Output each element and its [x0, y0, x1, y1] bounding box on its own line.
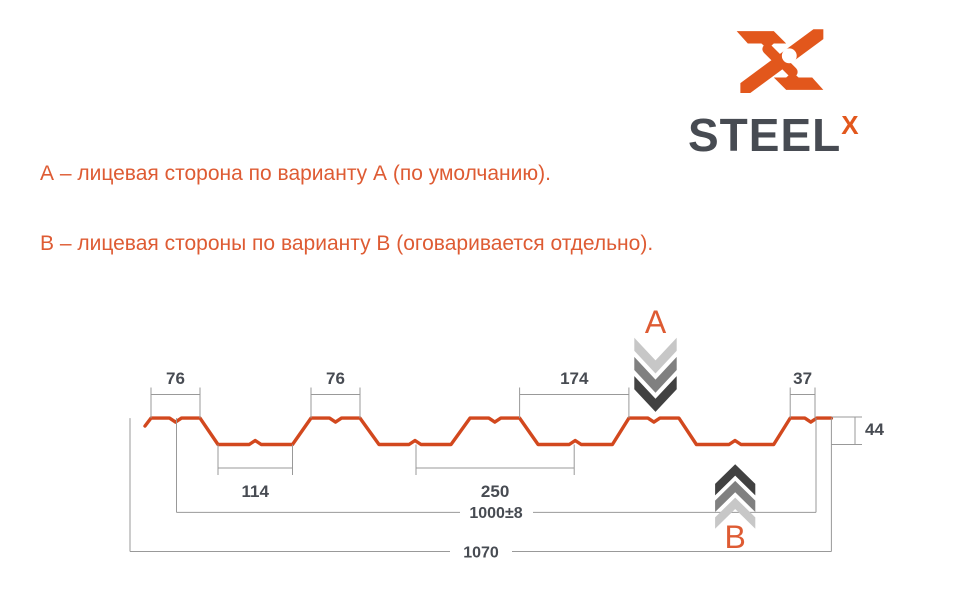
svg-text:76: 76	[326, 369, 345, 388]
svg-text:76: 76	[166, 369, 185, 388]
svg-text:174: 174	[560, 369, 589, 388]
svg-text:A: A	[645, 304, 667, 340]
svg-text:114: 114	[242, 482, 270, 501]
svg-text:1070: 1070	[463, 545, 499, 562]
svg-text:1000±8: 1000±8	[469, 505, 522, 522]
svg-text:B: B	[725, 519, 746, 555]
svg-text:44: 44	[865, 420, 884, 439]
svg-text:37: 37	[793, 369, 812, 388]
svg-text:250: 250	[481, 482, 509, 501]
